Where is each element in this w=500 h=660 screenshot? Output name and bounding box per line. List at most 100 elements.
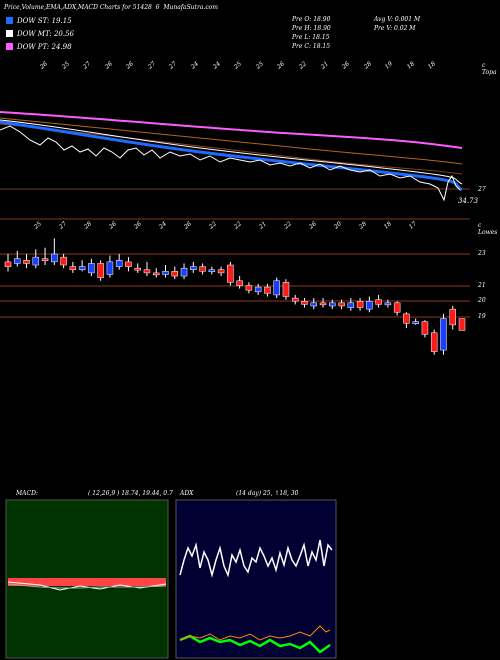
candle-date-label: 27: [57, 220, 68, 231]
candle-date-axis: 25 27 28 26 26 24 26 22 22 21 22 26 20 28 18 17: [32, 220, 444, 234]
candle-body: [97, 263, 104, 278]
candles-group: [4, 238, 466, 355]
top-date-label: 24: [211, 60, 222, 71]
top-date-label: 26: [103, 60, 114, 71]
candle-date-label: 20: [332, 220, 343, 231]
top-date-label: 24: [189, 60, 201, 71]
candle-body: [41, 258, 49, 261]
legend-dow-pt-label: DOW PT: 24.98: [17, 42, 72, 51]
top-date-label: 18: [427, 60, 438, 71]
top-date-label: 28: [362, 60, 373, 71]
candle-body: [171, 271, 179, 277]
level-label-19: 19: [478, 313, 486, 320]
candle-body: [199, 266, 206, 272]
candle-body: [440, 318, 447, 351]
stat-avg-volume: Avg V: 0.001 M: [374, 16, 421, 23]
price-close-line: [0, 125, 461, 202]
candle-body: [162, 271, 169, 275]
top-date-label: 25: [60, 60, 71, 71]
candle-body: [134, 267, 141, 271]
candle-body: [264, 286, 271, 294]
candle-date-label: 26: [182, 220, 193, 231]
candle-date-label: 22: [207, 220, 218, 231]
chart-code: 6: [155, 4, 160, 11]
brand-link[interactable]: MunafaSutra.com: [163, 4, 218, 11]
candle-body: [384, 302, 392, 306]
candle-body: [23, 260, 30, 264]
macd-params: ( 12,26,9 ) 18.74, 19.44, 0.7: [88, 490, 173, 497]
top-date-label: 26: [38, 60, 49, 71]
adx-panel-bg: [175, 499, 337, 659]
adx-line: [179, 625, 331, 641]
top-date-axis: 26 25 27 26 26 27 27 24 24 25 25 26 22 21 26 28 19 18 18: [38, 60, 460, 74]
candle-body: [106, 261, 114, 275]
candle-body: [458, 318, 466, 331]
candle-date-label: 26: [132, 220, 143, 231]
candle-body: [69, 266, 77, 271]
legend-swatch-blue: [6, 17, 13, 24]
level-label-23: 23: [478, 250, 486, 257]
top-date-label: 21: [319, 60, 330, 71]
chart-title: Price,Volume,EMA,ADX,MACD Charts for 514…: [4, 4, 218, 11]
candle-date-label: 28: [82, 220, 93, 231]
candle-body: [88, 263, 95, 274]
top-price-label-1: 27: [478, 186, 486, 193]
legend-dow-st: DOW ST: 19.15: [6, 16, 72, 25]
top-date-label: 25: [254, 60, 265, 71]
top-panel-right-label: c Topa: [482, 62, 497, 76]
top-date-label: 18: [405, 60, 416, 71]
candle-body: [245, 285, 253, 291]
stat-prev-low: Pre L: 18.15: [292, 34, 330, 41]
candle-body: [338, 302, 345, 307]
legend-dow-st-label: DOW ST: 19.15: [17, 16, 72, 25]
macd-hist-band: [8, 578, 166, 586]
candle-body: [356, 301, 364, 308]
candle-body: [51, 253, 58, 263]
candle-body: [4, 261, 12, 267]
candle-date-label: 22: [232, 220, 243, 231]
candle-body: [236, 280, 243, 286]
top-price-label-2: 34.73: [458, 197, 479, 205]
level-label-20: 20: [478, 297, 486, 304]
ema-st-line: [0, 120, 463, 192]
candle-body: [152, 272, 160, 276]
candle-body: [430, 332, 438, 352]
candle-date-label: 24: [157, 220, 168, 231]
macd-signal-line: [7, 583, 167, 589]
candle-body: [143, 269, 151, 274]
candle-body: [403, 313, 410, 324]
candle-date-label: 28: [357, 220, 368, 231]
candle-body: [449, 308, 456, 326]
top-date-label: 22: [297, 60, 308, 71]
candle-body: [227, 264, 234, 283]
candle-body: [366, 301, 373, 310]
candle-panel-right-label: c Lowes: [478, 222, 498, 236]
top-date-label: 27: [146, 60, 157, 71]
ema-mt-line: [0, 119, 463, 185]
candle-body: [180, 267, 188, 277]
top-date-label: 25: [232, 60, 244, 71]
candle-body: [32, 256, 40, 266]
top-date-label: 26: [340, 60, 352, 71]
candle-body: [78, 266, 86, 271]
candle-body: [14, 258, 21, 264]
top-date-label: 26: [124, 60, 136, 71]
candle-body: [319, 302, 327, 306]
candle-date-label: 25: [32, 220, 43, 231]
top-date-label: 26: [276, 60, 287, 71]
candle-date-label: 21: [257, 220, 268, 231]
candle-body: [60, 256, 67, 266]
top-date-label: 19: [383, 60, 395, 71]
ema-long-line: [0, 117, 463, 165]
candle-date-label: 26: [307, 220, 318, 231]
candle-body: [208, 269, 216, 272]
adx-title: ADX: [180, 490, 194, 497]
candle-body: [329, 302, 336, 307]
candle-body: [421, 321, 429, 335]
candle-body: [291, 297, 299, 302]
candle-body: [301, 301, 308, 305]
candle-body: [125, 261, 132, 267]
candle-body: [254, 286, 262, 293]
ema-mid-line: [0, 123, 463, 175]
macd-histogram: [8, 578, 166, 586]
